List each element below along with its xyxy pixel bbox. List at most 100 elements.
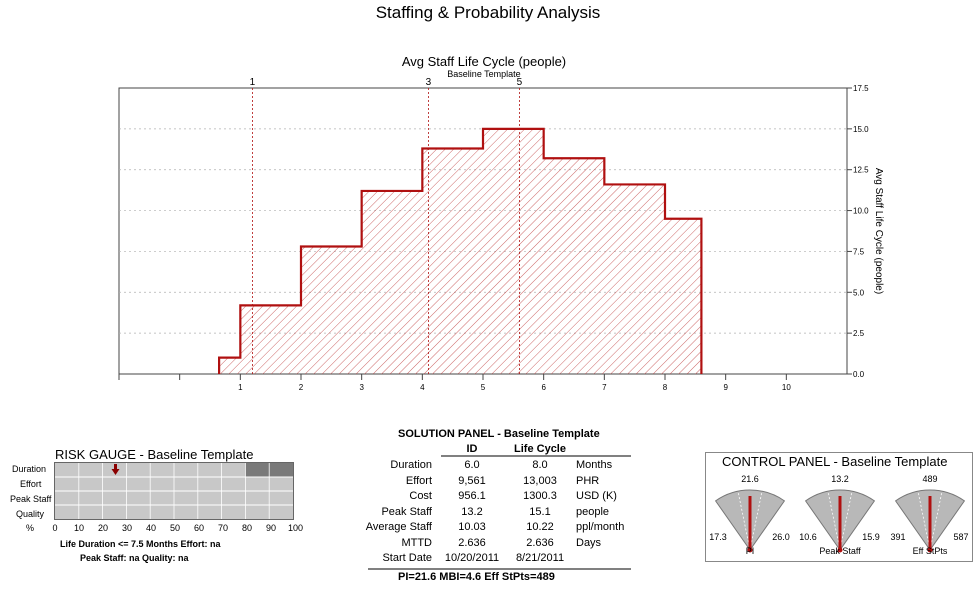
solution-row-unit: USD (K) <box>576 490 617 502</box>
solution-row-id: 10/20/2011 <box>444 552 500 564</box>
x-tick-label: 2 <box>299 383 304 392</box>
solution-row-life-cycle: 8/21/2011 <box>515 552 565 564</box>
chart-subtitle: Baseline Template <box>447 69 520 79</box>
risk-row-label: Quality <box>16 509 45 519</box>
chart-title: Avg Staff Life Cycle (people) <box>402 54 566 69</box>
y-tick-label: 0.0 <box>853 370 865 379</box>
x-tick-label: 7 <box>602 383 607 392</box>
x-tick-label: 6 <box>541 383 546 392</box>
x-tick-label: 1 <box>238 383 243 392</box>
risk-tick-label: 0 <box>52 523 58 533</box>
gauge-max: 587 <box>953 532 969 542</box>
y-tick-label: 10.0 <box>853 207 869 216</box>
solution-row-unit: Days <box>576 536 602 549</box>
milestone-label: 5 <box>517 77 523 88</box>
y-tick-label: 5.0 <box>853 288 865 297</box>
solution-panel-footer: PI=21.6 MBI=4.6 Eff StPts=489 <box>398 571 555 583</box>
gauge-value: 21.6 <box>741 474 759 484</box>
solution-row-life-cycle: 2.636 <box>526 536 554 549</box>
x-tick-label: 9 <box>723 383 728 392</box>
gauge-max: 26.0 <box>772 532 790 542</box>
gauge-pivot <box>747 547 753 553</box>
solution-row-life-cycle: 10.22 <box>526 521 554 533</box>
x-tick-label: 4 <box>420 383 425 392</box>
risk-gauge-grid <box>54 462 294 520</box>
risk-gauge-title: RISK GAUGE - Baseline Template <box>55 447 254 462</box>
solution-row-life-cycle: 1300.3 <box>523 490 557 502</box>
gauge-name: Peak Staff <box>819 546 861 556</box>
solution-row-label: Start Date <box>382 552 432 564</box>
gauge-max: 15.9 <box>862 532 880 542</box>
solution-row-life-cycle: 13,003 <box>523 474 557 487</box>
risk-tick-label: 70 <box>217 523 228 533</box>
solution-row-label: Duration <box>390 459 432 471</box>
gauge-value: 489 <box>922 474 938 484</box>
x-tick-label: 5 <box>481 383 486 392</box>
solution-row-unit: Months <box>576 459 613 471</box>
y-axis: 0.0 2.5 5.0 7.5 10.0 12.5 15.0 17.5 <box>847 84 869 379</box>
solution-row-label: Effort <box>405 474 432 487</box>
x-tick-label: 10 <box>782 383 791 392</box>
risk-tick-label: 40 <box>145 523 156 533</box>
solution-row-life-cycle: 8.0 <box>532 459 548 471</box>
gauge-min: 17.3 <box>709 532 727 542</box>
x-tick-label: 3 <box>359 383 364 392</box>
risk-row-label: Duration <box>12 464 47 474</box>
solution-row-id: 6.0 <box>464 459 480 471</box>
milestone-label: 1 <box>250 77 256 88</box>
control-gauge <box>804 489 876 553</box>
milestone-layer: 1 3 5 <box>250 77 523 374</box>
staff-step <box>301 247 362 374</box>
risk-tick-label: 60 <box>193 523 204 533</box>
control-panel-title: CONTROL PANEL - Baseline Template <box>722 454 948 469</box>
staff-step <box>544 158 605 374</box>
gauge-min: 391 <box>890 532 906 542</box>
y-axis-label: Avg Staff Life Cycle (people) <box>873 168 884 294</box>
staff-area-fill <box>219 128 702 374</box>
solution-row-id: 2.636 <box>458 536 486 549</box>
solution-col-life-cycle: Life Cycle <box>514 443 566 455</box>
staff-area <box>218 127 703 374</box>
solution-row-label: Average Staff <box>365 521 432 533</box>
staff-chart: Avg Staff Life Cycle (people) Baseline T… <box>118 54 884 392</box>
risk-tick-label: 100 <box>288 523 304 533</box>
risk-footer-duration: Life Duration <= 7.5 Months Effort: na <box>60 539 221 549</box>
milestone-label: 3 <box>426 77 432 88</box>
control-gauge <box>894 489 966 553</box>
gauge-name: Eff StPts <box>912 546 948 556</box>
risk-footer-staff: Peak Staff: na Quality: na <box>80 553 189 563</box>
solution-row-label: MTTD <box>401 536 432 549</box>
staff-step <box>219 358 240 374</box>
risk-tick-label: 90 <box>265 523 276 533</box>
solution-row-unit: ppl/month <box>576 521 625 533</box>
risk-row-label: Peak Staff <box>10 494 52 504</box>
solution-row-id: 956.1 <box>458 490 486 502</box>
solution-row-life-cycle: 15.1 <box>529 505 551 518</box>
control-gauge <box>714 489 786 553</box>
staff-step <box>483 129 544 374</box>
x-tick-label: 8 <box>663 383 668 392</box>
solution-row-id: 9,561 <box>458 474 486 487</box>
duration-marker-icon <box>111 464 120 475</box>
y-tick-label: 17.5 <box>853 84 869 93</box>
risk-row-label: Effort <box>20 479 42 489</box>
risk-tick-label: 30 <box>121 523 132 533</box>
solution-row-id: 10.03 <box>458 521 486 533</box>
risk-pct-label: % <box>26 523 35 533</box>
solution-row-unit: PHR <box>576 474 600 487</box>
staff-area-outline <box>218 127 703 374</box>
y-tick-label: 15.0 <box>853 125 869 134</box>
solution-row-unit: people <box>576 505 610 518</box>
risk-tick-label: 10 <box>73 523 84 533</box>
page-title: Staffing & Probability Analysis <box>375 3 601 22</box>
solution-row-label: Cost <box>409 490 432 502</box>
gauge-pivot <box>927 547 933 553</box>
solution-row-id: 13.2 <box>461 505 483 518</box>
control-panel <box>705 452 973 562</box>
gauge-pivot <box>837 547 843 553</box>
gauge-min: 10.6 <box>799 532 817 542</box>
solution-col-id: ID <box>466 443 478 455</box>
solution-panel-title: SOLUTION PANEL - Baseline Template <box>398 428 600 440</box>
y-tick-label: 2.5 <box>853 329 865 338</box>
staff-step <box>665 219 701 374</box>
